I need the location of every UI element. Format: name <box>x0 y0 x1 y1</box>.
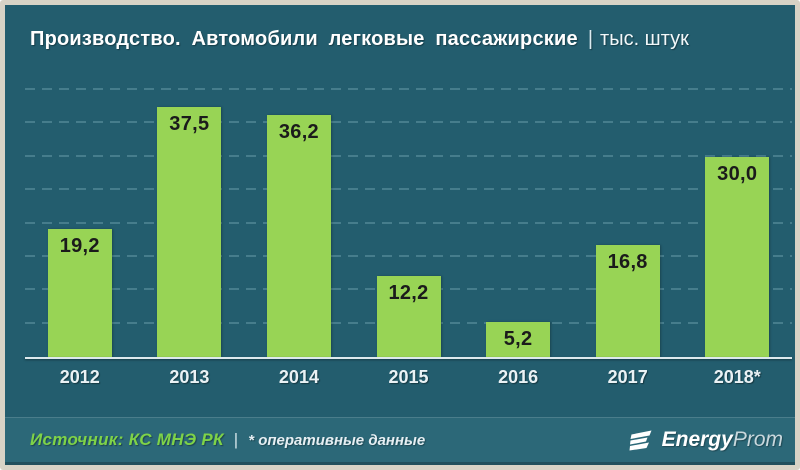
footer-separator: | <box>233 430 239 449</box>
plot-area: 19,2 37,5 36,2 12,2 5,2 16,8 30,0 <box>25 88 792 359</box>
bar-2018: 30,0 <box>705 156 770 357</box>
bar-column-2017: 16,8 <box>573 90 683 357</box>
energyprom-layers-icon <box>629 430 652 451</box>
bar-column-2016: 5,2 <box>463 90 573 357</box>
bar-value-2013: 37,5 <box>169 112 210 135</box>
bar-value-2017: 16,8 <box>607 250 648 273</box>
bars: 19,2 37,5 36,2 12,2 5,2 16,8 30,0 <box>25 90 792 357</box>
gridline-20 <box>25 221 792 224</box>
x-axis-label-2016: 2016 <box>498 367 539 387</box>
chart-title-text: Производство. Автомобили легковые пассаж… <box>30 28 578 50</box>
x-axis-line <box>25 357 792 359</box>
energyprom-logo: EnergyProm <box>628 427 783 453</box>
bar-column-2018: 30,0 <box>682 90 792 357</box>
logo-prom-text: Prom <box>732 428 783 451</box>
source-label: Источник: КС МНЭ РК <box>30 430 224 449</box>
bar-2016: 5,2 <box>486 322 551 357</box>
x-axis-label-2015: 2015 <box>388 367 429 387</box>
x-axis-label-2012: 2012 <box>59 367 100 387</box>
gridline-15 <box>25 254 792 257</box>
bar-2015: 12,2 <box>376 275 441 357</box>
energyprom-wordmark: EnergyProm <box>662 428 783 452</box>
bar-2013: 37,5 <box>157 106 222 357</box>
bar-column-2014: 36,2 <box>244 90 354 357</box>
bar-column-2012: 19,2 <box>25 90 135 357</box>
logo-energy-text: Energy <box>661 428 733 451</box>
x-axis-label-2014: 2014 <box>278 367 319 387</box>
bar-value-2014: 36,2 <box>278 121 319 144</box>
gridline-40 <box>25 88 792 90</box>
x-axis-label-2018: 2018* <box>713 367 761 387</box>
title-separator: | <box>587 28 594 50</box>
chart-unit-label: тыс. штук <box>600 28 689 50</box>
footer-bar: Источник: КС МНЭ РК | * оперативные данн… <box>5 417 795 465</box>
gridline-25 <box>25 188 792 191</box>
x-axis-label-2013: 2013 <box>169 367 210 387</box>
bar-value-2018: 30,0 <box>717 162 758 185</box>
bar-value-2016: 5,2 <box>503 328 533 351</box>
bar-column-2013: 37,5 <box>135 90 245 357</box>
gridline-35 <box>25 121 792 124</box>
bar-2012: 19,2 <box>47 228 112 357</box>
bar-column-2015: 12,2 <box>354 90 464 357</box>
bar-value-2012: 19,2 <box>59 234 100 257</box>
chart-title: Производство. Автомобили легковые пассаж… <box>30 28 780 51</box>
gridline-30 <box>25 154 792 157</box>
bar-2014: 36,2 <box>266 115 331 357</box>
footnote-operational-data: * оперативные данные <box>248 431 426 449</box>
bar-2017: 16,8 <box>595 244 660 357</box>
x-axis-labels: 2012 2013 2014 2015 2016 2017 2018* <box>25 367 792 388</box>
bar-value-2015: 12,2 <box>388 281 429 304</box>
x-axis-label-2017: 2017 <box>607 367 648 387</box>
